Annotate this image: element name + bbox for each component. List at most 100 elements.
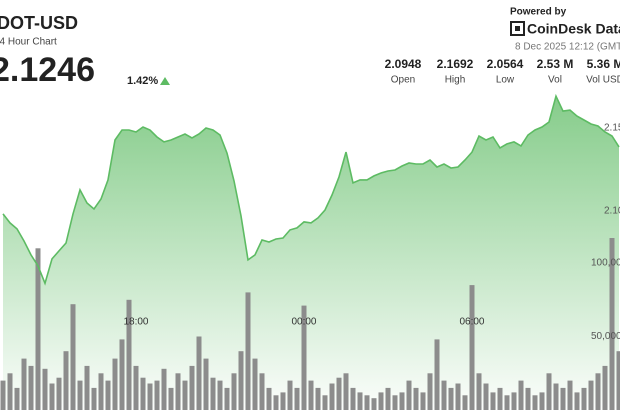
stat-value: 2.0948: [385, 57, 422, 71]
brand-logo: [510, 21, 525, 36]
stat-label: Vol USD: [586, 75, 620, 86]
volume-bar: [448, 387, 454, 410]
x-tick-label: 00:00: [291, 317, 316, 328]
volume-bar: [539, 392, 545, 410]
volume-bar: [280, 392, 286, 410]
overlay: 2.0948 Open 2.1692 High 2.0564 Low 2.53 M Vol 5.…: [123, 57, 620, 342]
y2-tick-label: 100,000: [591, 258, 620, 269]
volume-bar: [497, 387, 503, 410]
volume-bar: [581, 387, 587, 410]
volume-bar: [546, 373, 552, 410]
volume-bar: [315, 387, 321, 410]
stat-label: Open: [391, 75, 415, 86]
volume-bar: [14, 387, 20, 410]
volume-bar: [63, 351, 69, 410]
volume-bar: [196, 336, 202, 410]
volume-bar: [231, 373, 237, 410]
volume-bar: [595, 373, 601, 410]
volume-bar: [238, 351, 244, 410]
volume-bar: [70, 304, 76, 410]
y2-tick-label: 50,000: [591, 331, 620, 342]
volume-bar: [168, 387, 174, 410]
change-percent: 1.42%: [127, 75, 158, 87]
volume-bar: [336, 377, 342, 410]
volume-bar: [301, 305, 307, 410]
volume-bar: [7, 373, 13, 410]
volume-bar: [427, 373, 433, 410]
volume-bar: [476, 373, 482, 410]
volume-bar: [469, 285, 475, 410]
volume-bar: [273, 395, 279, 410]
volume-bar: [21, 358, 27, 410]
volume-bar: [602, 365, 608, 410]
volume-bar: [42, 368, 48, 410]
volume-bar: [119, 339, 125, 410]
volume-bar: [385, 387, 391, 410]
price-line: [2, 93, 620, 286]
volume-bar: [35, 248, 41, 410]
volume-bar: [140, 377, 146, 410]
volume-bar: [126, 299, 132, 410]
volume-bar: [378, 392, 384, 410]
up-arrow: [160, 77, 170, 85]
volume-bar: [259, 373, 265, 410]
volume-bar: [455, 383, 461, 410]
volume-bar: [154, 380, 160, 410]
volume-bar: [245, 292, 251, 410]
volume-bar: [133, 365, 139, 410]
stat-value: 2.1692: [437, 57, 474, 71]
volume-bar: [504, 395, 510, 410]
volume-bar: [399, 392, 405, 410]
volume-bar: [252, 358, 258, 410]
volume-bar: [343, 373, 349, 410]
volume-bar: [98, 373, 104, 410]
volume-bar: [462, 395, 468, 410]
volume-bar: [406, 380, 412, 410]
chart-subtitle: 24 Hour Chart: [0, 37, 57, 48]
y-tick-label: 2.15: [604, 123, 620, 134]
volume-bar: [0, 380, 6, 410]
volume-bar: [84, 365, 90, 410]
volume-bar: [567, 380, 573, 410]
volume-bar: [574, 392, 580, 410]
volume-bar: [371, 398, 377, 410]
volume-bar: [413, 387, 419, 410]
brand-name: CoinDesk Data: [527, 21, 620, 37]
volume-bar: [294, 387, 300, 410]
volume-bar: [483, 383, 489, 410]
powered-by: Powered by: [510, 7, 567, 18]
volume-bar: [217, 380, 223, 410]
stat-label: Low: [496, 75, 515, 86]
stat-value: 2.53 M: [537, 57, 574, 71]
volume-bar: [616, 351, 620, 410]
stat-value: 2.0564: [487, 57, 524, 71]
plot-area: [0, 93, 620, 410]
volume-bar: [182, 380, 188, 410]
y-tick-label: 2.10: [604, 206, 620, 217]
volume-bar: [224, 387, 230, 410]
volume-bar: [609, 238, 615, 410]
volume-bar: [532, 395, 538, 410]
volume-bar: [28, 365, 34, 410]
volume-bar: [434, 339, 440, 410]
volume-bar: [56, 377, 62, 410]
volume-bar: [189, 365, 195, 410]
volume-bar: [175, 373, 181, 410]
current-price: 2.1246: [0, 51, 95, 89]
volume-bar: [287, 380, 293, 410]
stat-label: High: [445, 75, 466, 86]
volume-bar: [49, 383, 55, 410]
stat-label: Vol: [548, 75, 562, 86]
volume-bar: [553, 383, 559, 410]
volume-bar: [91, 387, 97, 410]
volume-bar: [147, 383, 153, 410]
volume-bar: [329, 383, 335, 410]
volume-bar: [518, 380, 524, 410]
volume-bar: [525, 387, 531, 410]
volume-bar: [112, 358, 118, 410]
volume-bar: [350, 387, 356, 410]
x-tick-label: 06:00: [459, 317, 484, 328]
volume-bar: [392, 395, 398, 410]
stat-value: 5.36 M: [587, 57, 620, 71]
